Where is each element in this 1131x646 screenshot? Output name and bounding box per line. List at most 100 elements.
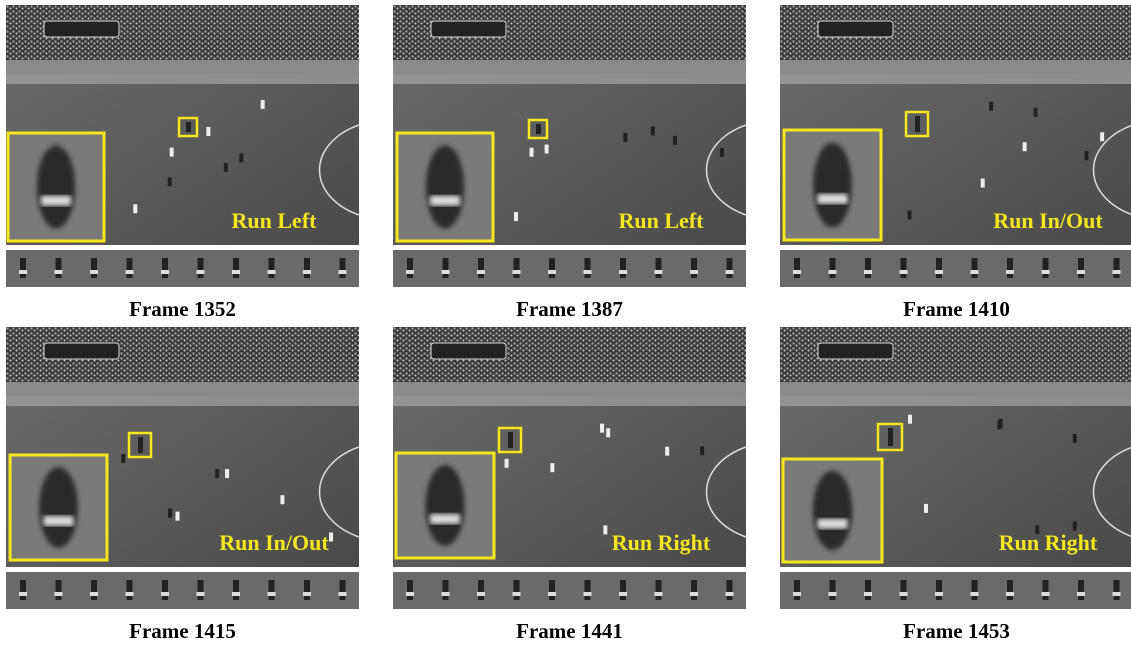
ad-board [6,396,359,406]
ad-board [6,382,359,396]
player [545,145,549,154]
caption: Frame 1352 [129,297,236,321]
strip-player [20,580,26,600]
strip-player [514,258,520,278]
player [720,148,724,157]
scoreboard [44,21,119,37]
strip-player [830,580,836,600]
player [908,210,912,219]
strip-shorts [55,270,63,274]
player [997,420,1001,429]
strip-player [233,258,239,278]
player [673,136,677,145]
strip-shorts [619,270,627,274]
zoom-shorts [818,194,848,204]
strip-shorts [1077,270,1085,274]
tracked-player [508,432,513,448]
strip-shorts [1006,270,1014,274]
strip-player [1078,258,1084,278]
strip-shorts [268,270,276,274]
strip-player [936,580,942,600]
track-strip [6,250,359,287]
strip-shorts [726,592,734,596]
action-label: Run Right [612,530,711,555]
player [600,424,604,433]
zoom-player [813,471,853,550]
player [239,153,243,162]
ad-board [6,60,359,74]
strip-player [727,580,733,600]
strip-shorts [971,270,979,274]
player [514,212,518,221]
scoreboard [431,21,506,37]
strip-shorts [1006,592,1014,596]
strip-shorts [303,592,311,596]
strip-player [127,580,133,600]
action-label: Run Left [232,208,318,233]
strip-player [656,258,662,278]
strip-player [620,258,626,278]
strip-player [162,258,168,278]
strip-shorts [584,270,592,274]
strip-shorts [339,592,347,596]
player [1085,151,1089,160]
strip-shorts [126,270,134,274]
strip-shorts [442,592,450,596]
strip-player [198,580,204,600]
strip-player [936,258,942,278]
player [981,179,985,188]
strip-shorts [584,592,592,596]
strip-player [269,580,275,600]
strip-player [1043,580,1049,600]
action-label: Run In/Out [993,208,1103,233]
strip-shorts [655,592,663,596]
player [121,454,125,463]
player [623,133,627,142]
player [170,148,174,157]
strip-shorts [19,270,27,274]
strip-player [794,258,800,278]
strip-shorts [197,592,205,596]
scoreboard [818,343,893,359]
strip-shorts [548,592,556,596]
tracked-player [536,124,541,134]
strip-player [972,258,978,278]
strip-player [478,580,484,600]
panel: Run In/OutFrame 1415 [6,327,359,643]
strip-shorts [232,270,240,274]
strip-shorts [900,270,908,274]
player [924,504,928,513]
figure: Run LeftFrame 1352Run LeftFrame 1387Run … [0,0,1131,646]
strip-shorts [690,270,698,274]
strip-player [794,580,800,600]
action-label: Run Left [619,208,705,233]
strip-player [901,258,907,278]
ad-board [393,60,746,74]
strip-shorts [19,592,27,596]
strip-shorts [90,270,98,274]
strip-shorts [655,270,663,274]
strip-player [443,580,449,600]
tracked-player [888,428,893,446]
strip-shorts [900,592,908,596]
strip-player [20,258,26,278]
strip-shorts [197,270,205,274]
player [665,447,669,456]
ad-board [780,74,1131,84]
panel: Run RightFrame 1441 [393,327,746,643]
scoreboard [44,343,119,359]
action-label: Run In/Out [219,530,329,555]
zoom-player [37,145,75,228]
strip-player [585,580,591,600]
strip-shorts [1113,592,1121,596]
scoreboard [818,21,893,37]
player [175,512,179,521]
strip-player [1078,580,1084,600]
strip-player [656,580,662,600]
player [1100,132,1104,141]
player [168,177,172,186]
strip-player [1114,258,1120,278]
strip-shorts [161,270,169,274]
track-strip [6,572,359,609]
